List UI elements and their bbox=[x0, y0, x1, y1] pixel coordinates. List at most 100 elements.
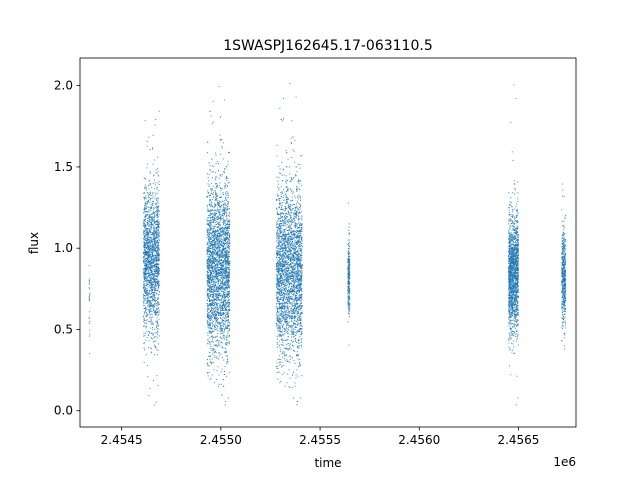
data-point bbox=[145, 306, 147, 308]
data-point bbox=[157, 216, 159, 218]
data-point bbox=[148, 310, 150, 312]
data-point bbox=[222, 327, 224, 329]
data-point bbox=[148, 260, 150, 262]
data-point bbox=[216, 336, 218, 338]
data-point bbox=[225, 302, 227, 304]
data-point bbox=[149, 306, 151, 308]
data-point bbox=[218, 204, 220, 206]
data-point bbox=[154, 245, 156, 247]
data-point bbox=[208, 285, 210, 287]
data-point bbox=[216, 357, 218, 359]
data-point bbox=[215, 352, 217, 354]
data-point bbox=[209, 210, 211, 212]
data-point bbox=[154, 244, 156, 246]
data-point bbox=[229, 308, 231, 310]
data-point bbox=[145, 270, 147, 272]
data-point bbox=[224, 228, 226, 230]
data-point bbox=[148, 238, 150, 240]
data-point bbox=[222, 316, 224, 318]
data-point bbox=[225, 257, 227, 259]
data-point bbox=[228, 316, 230, 318]
data-point bbox=[152, 255, 154, 257]
data-point bbox=[213, 235, 215, 237]
data-point bbox=[225, 309, 227, 311]
data-point bbox=[148, 267, 150, 269]
data-point bbox=[147, 262, 149, 264]
data-point bbox=[216, 219, 218, 221]
data-point bbox=[217, 232, 219, 234]
data-point bbox=[152, 212, 154, 214]
data-point bbox=[151, 206, 153, 208]
data-point bbox=[212, 294, 214, 296]
data-point bbox=[213, 226, 215, 228]
data-point bbox=[219, 260, 221, 262]
data-point bbox=[146, 277, 148, 279]
data-point bbox=[224, 184, 226, 186]
data-point bbox=[214, 273, 216, 275]
data-point bbox=[213, 217, 215, 219]
data-point bbox=[212, 312, 214, 314]
data-point bbox=[225, 307, 227, 309]
data-point bbox=[217, 252, 219, 254]
data-point bbox=[147, 257, 149, 259]
data-point bbox=[220, 215, 222, 217]
data-point bbox=[212, 308, 214, 310]
data-point bbox=[152, 298, 154, 300]
data-point bbox=[144, 216, 146, 218]
data-point bbox=[216, 370, 218, 372]
data-point bbox=[145, 325, 147, 327]
data-point bbox=[216, 243, 218, 245]
data-point bbox=[219, 187, 221, 189]
data-point bbox=[207, 249, 209, 251]
data-point bbox=[214, 352, 216, 354]
data-point bbox=[152, 227, 154, 229]
data-point bbox=[152, 265, 154, 267]
data-point bbox=[212, 241, 214, 243]
data-point bbox=[147, 200, 149, 202]
data-point bbox=[216, 195, 218, 197]
data-point bbox=[158, 258, 160, 260]
data-point bbox=[212, 239, 214, 241]
data-point bbox=[216, 254, 218, 256]
data-point bbox=[146, 268, 148, 270]
data-point bbox=[222, 249, 224, 251]
data-point bbox=[155, 263, 157, 265]
data-point bbox=[227, 227, 229, 229]
data-point bbox=[148, 231, 150, 233]
data-point bbox=[217, 323, 219, 325]
data-point bbox=[221, 327, 223, 329]
data-point bbox=[225, 261, 227, 263]
data-point bbox=[88, 287, 90, 289]
data-point bbox=[149, 290, 151, 292]
data-point bbox=[151, 197, 153, 199]
data-point bbox=[216, 237, 218, 239]
data-point bbox=[157, 305, 159, 307]
data-point bbox=[146, 301, 148, 303]
data-point bbox=[223, 374, 225, 376]
data-point bbox=[221, 330, 223, 332]
data-point bbox=[145, 217, 147, 219]
data-point bbox=[216, 291, 218, 293]
data-point bbox=[217, 282, 219, 284]
data-point bbox=[147, 223, 149, 225]
data-point bbox=[229, 269, 231, 271]
data-point bbox=[225, 195, 227, 197]
data-point bbox=[226, 213, 228, 215]
data-point bbox=[208, 268, 210, 270]
data-point bbox=[208, 264, 210, 266]
data-point bbox=[208, 186, 210, 188]
data-point bbox=[215, 315, 217, 317]
data-point bbox=[156, 268, 158, 270]
data-point bbox=[157, 198, 159, 200]
data-point bbox=[211, 260, 213, 262]
data-point bbox=[215, 308, 217, 310]
data-point bbox=[227, 281, 229, 283]
data-point bbox=[220, 323, 222, 324]
data-point bbox=[228, 285, 230, 287]
data-point bbox=[158, 227, 160, 229]
data-point bbox=[212, 256, 214, 258]
data-point bbox=[152, 321, 154, 323]
data-point bbox=[144, 335, 146, 337]
data-point bbox=[226, 244, 228, 246]
data-point bbox=[148, 274, 150, 276]
